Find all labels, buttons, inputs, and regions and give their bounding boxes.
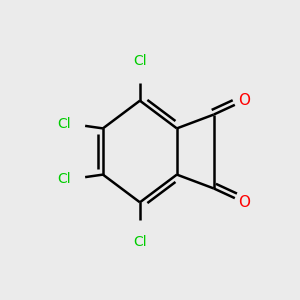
Text: Cl: Cl (57, 117, 70, 131)
Text: Cl: Cl (57, 172, 70, 186)
Text: O: O (238, 93, 250, 108)
Text: O: O (238, 195, 250, 210)
Text: Cl: Cl (133, 235, 147, 249)
Text: Cl: Cl (133, 54, 147, 68)
